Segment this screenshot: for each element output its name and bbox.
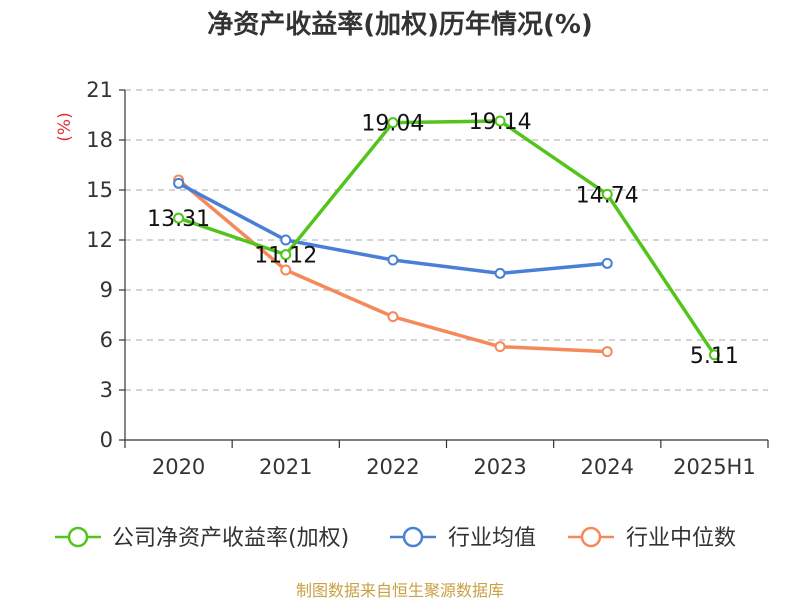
y-tick-label: 12 <box>86 228 113 252</box>
source-note: 制图数据来自恒生聚源数据库 <box>296 581 504 600</box>
y-tick-label: 6 <box>100 328 113 352</box>
data-point <box>387 117 399 129</box>
data-point <box>173 177 185 189</box>
series-layer <box>173 115 720 361</box>
legend-label: 公司净资产收益率(加权) <box>112 526 349 551</box>
series-line-2 <box>177 178 608 354</box>
y-tick-label: 3 <box>100 378 113 402</box>
data-point <box>494 341 506 353</box>
legend-swatch-marker <box>67 526 89 548</box>
data-point <box>601 257 613 269</box>
data-point <box>280 234 292 246</box>
x-tick-label: 2024 <box>581 455 634 479</box>
data-point <box>708 349 720 361</box>
data-point <box>601 346 613 358</box>
legend-swatch-marker <box>402 526 424 548</box>
data-point <box>387 311 399 323</box>
x-tick-label: 2021 <box>259 455 312 479</box>
data-label: 14.74 <box>576 183 639 208</box>
data-labels: 13.31 11.12 19.04 19.14 14.74 5.11 <box>147 110 739 369</box>
data-point <box>494 115 506 127</box>
y-axis-label: (%) <box>55 112 75 141</box>
y-tick-label: 21 <box>86 78 113 102</box>
x-tick-label: 2025H1 <box>673 455 756 479</box>
axes: 0 3 6 9 12 15 18 21 2020 2021 2022 2023 2024 2025H1 <box>86 78 769 479</box>
legend-label: 行业均值 <box>448 526 536 551</box>
data-point <box>280 264 292 276</box>
y-tick-label: 9 <box>100 278 113 302</box>
legend-label: 行业中位数 <box>626 526 736 551</box>
data-label: 13.31 <box>147 207 210 232</box>
x-tick-label: 2022 <box>366 455 419 479</box>
data-point <box>173 212 185 224</box>
data-point <box>494 267 506 279</box>
x-tick-label: 2020 <box>152 455 205 479</box>
data-point <box>601 188 613 200</box>
legend: 公司净资产收益率(加权) 行业均值 行业中位数 <box>55 526 736 551</box>
y-tick-label: 18 <box>86 128 113 152</box>
data-label: 11.12 <box>254 244 317 269</box>
x-tick-label: 2023 <box>473 455 526 479</box>
data-point <box>280 249 292 261</box>
y-tick-label: 0 <box>100 428 113 452</box>
data-label: 5.11 <box>690 344 739 369</box>
legend-swatch-marker <box>580 526 602 548</box>
y-tick-label: 15 <box>86 178 113 202</box>
series-line-0 <box>178 119 716 356</box>
data-label: 19.04 <box>361 112 424 137</box>
chart-title: 净资产收益率(加权)历年情况(%) <box>207 9 593 40</box>
grid-lines <box>125 89 768 391</box>
data-point <box>387 254 399 266</box>
data-label: 19.14 <box>469 110 532 135</box>
